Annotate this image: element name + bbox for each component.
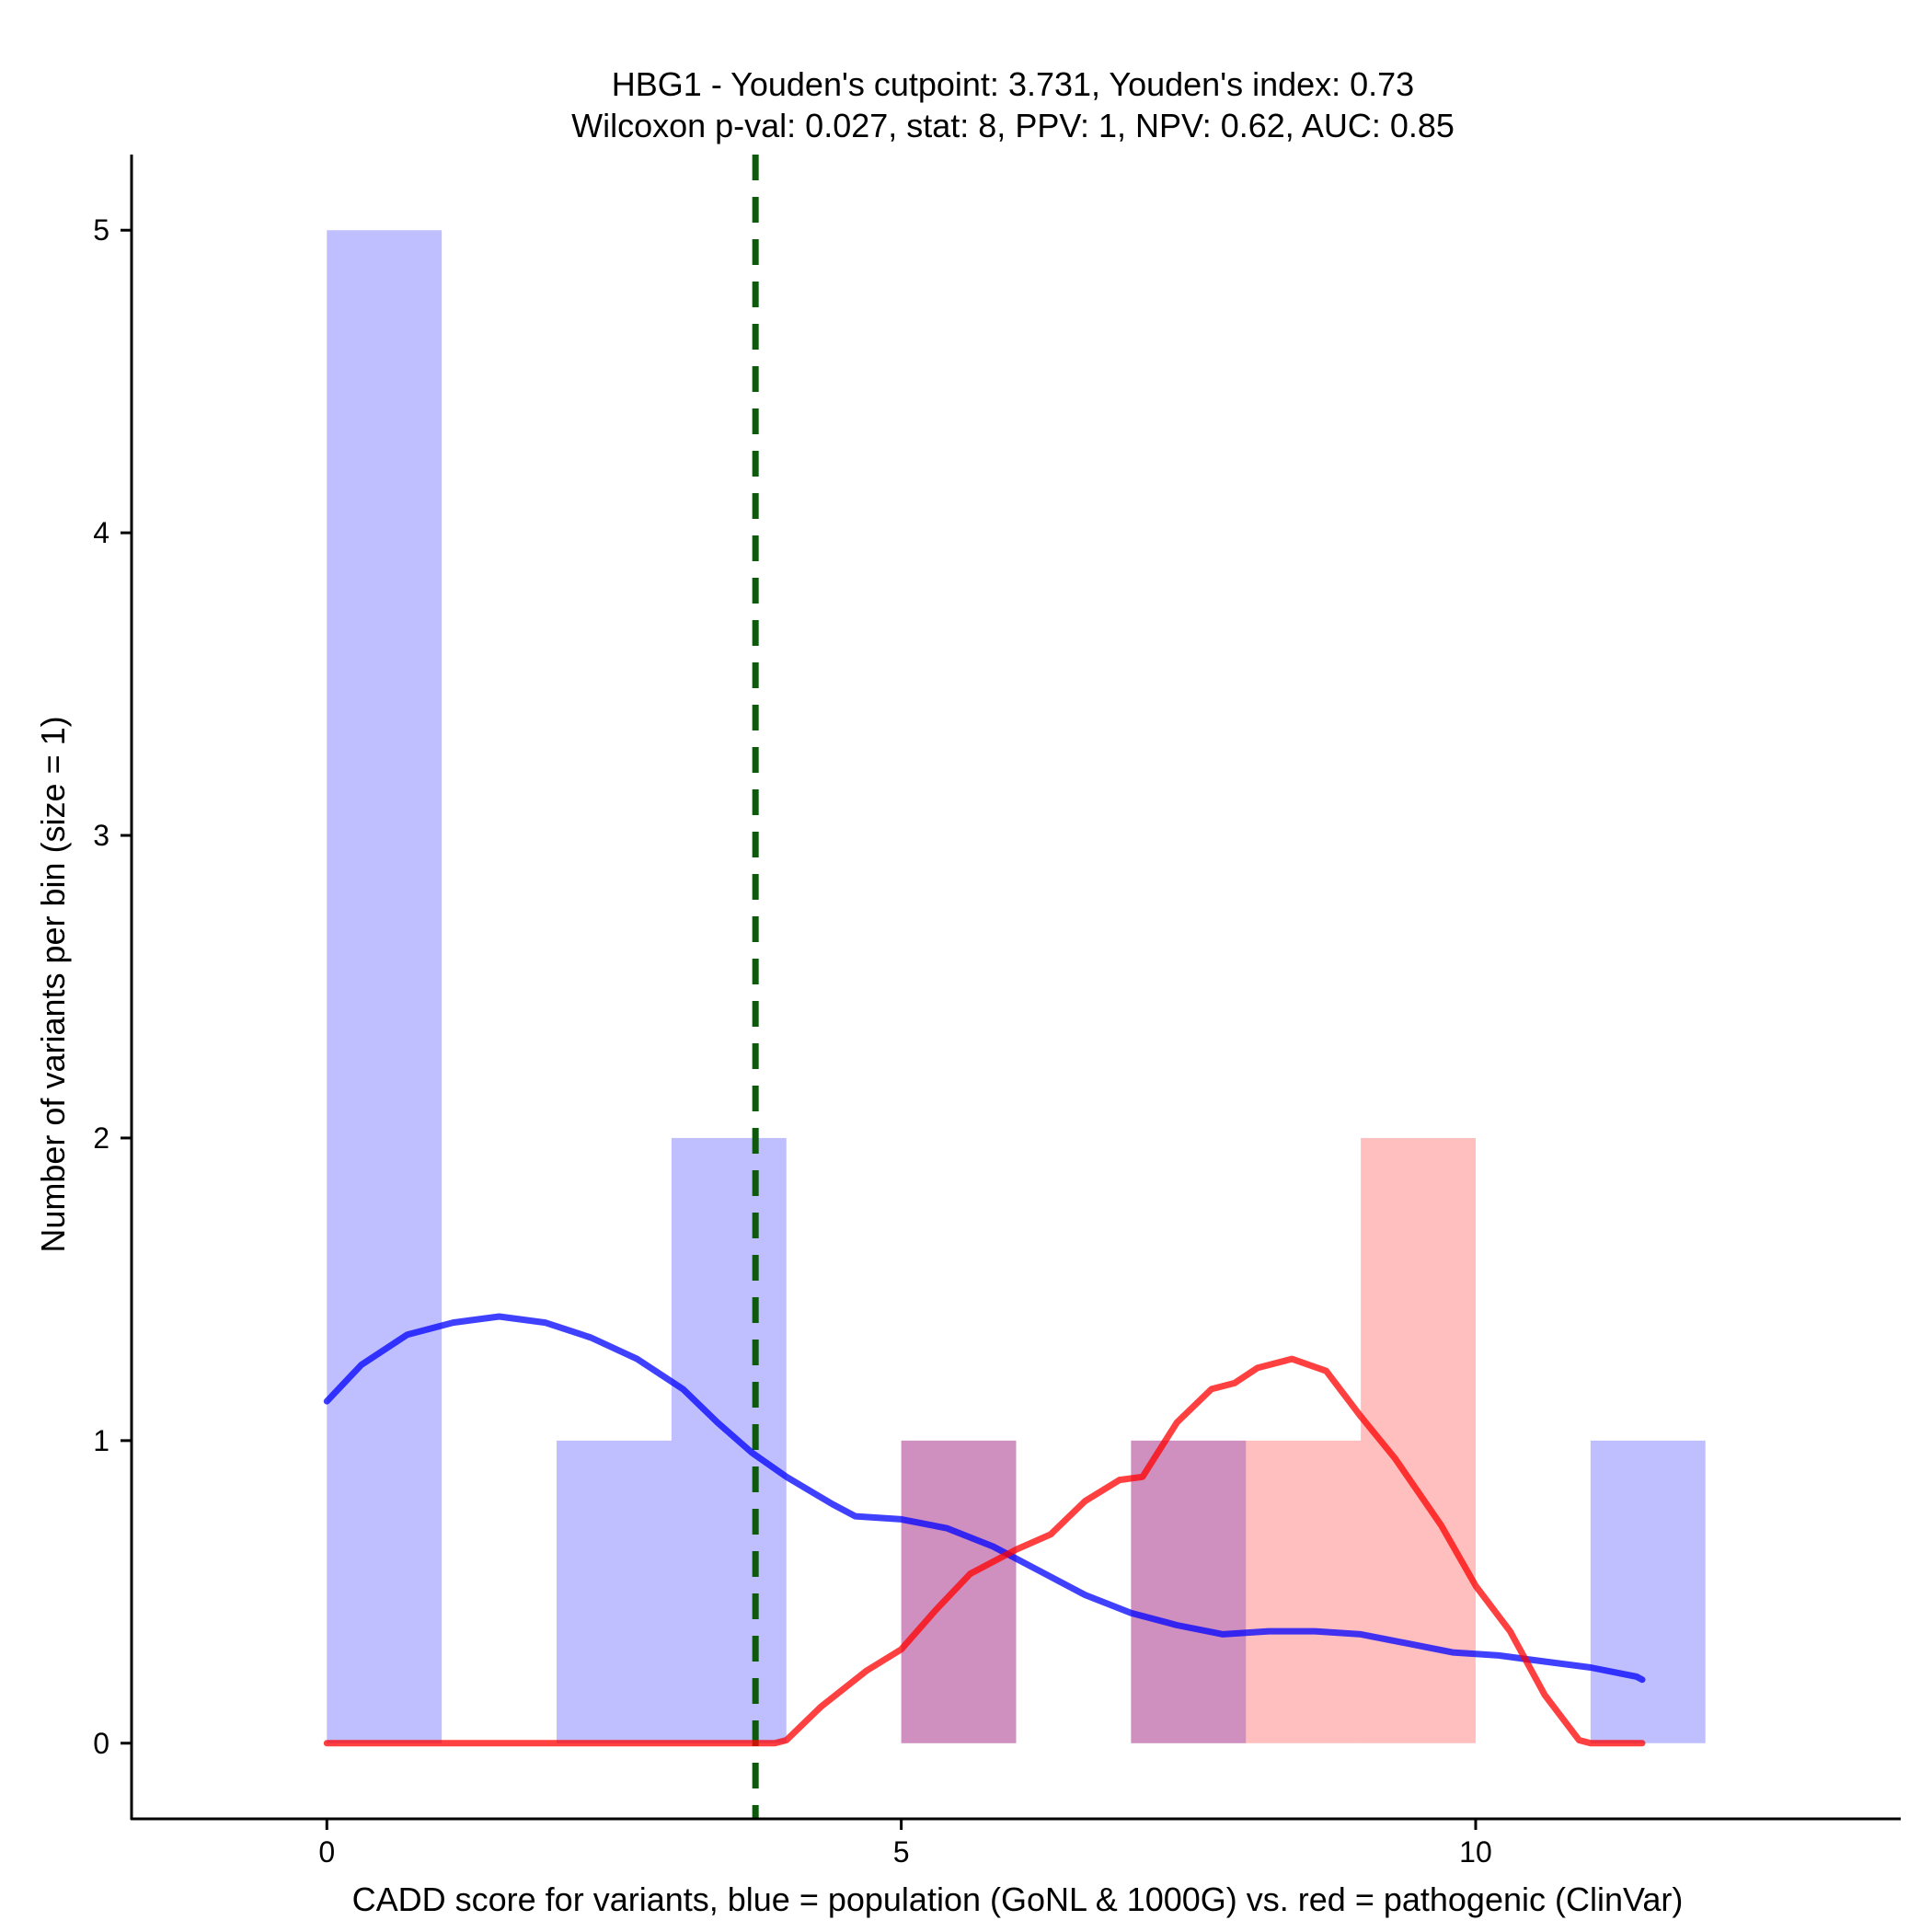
pathogenic-bar-0 [901,1440,1017,1743]
y-tick-label-3: 3 [93,819,109,852]
population-bar-4 [1131,1440,1247,1743]
x-axis-label: CADD score for variants, blue = populati… [352,1880,1684,1918]
y-tick-label-0: 0 [93,1727,109,1760]
y-tick-label-2: 2 [93,1121,109,1155]
chart-title-line2: Wilcoxon p-val: 0.027, stat: 8, PPV: 1, … [571,107,1455,144]
x-tick-label-10: 10 [1459,1835,1492,1869]
pathogenic-bar-1 [1131,1440,1247,1743]
x-tick-label-0: 0 [318,1835,335,1869]
pathogenic-density-curve [323,1355,1646,1747]
y-tick-label-1: 1 [93,1424,109,1457]
x-tick-label-5: 5 [893,1835,910,1869]
population-bar-5 [1590,1440,1706,1743]
y-axis-label: Number of variants per bin (size = 1) [34,716,72,1252]
pathogenic-bar-2 [1246,1440,1362,1743]
y-tick-label-4: 4 [93,516,109,549]
chart-title-line1: HBG1 - Youden's cutpoint: 3.731, Youden'… [612,65,1414,103]
population-bar-2 [671,1137,787,1743]
plot-area [323,155,1706,1819]
population-bar-0 [327,230,443,1743]
population-density-curve [323,1313,1646,1684]
population-bar-1 [557,1440,672,1743]
population-bar-3 [901,1440,1017,1743]
axis-ticks: 0 5 10 0 1 2 3 4 5 [93,213,1492,1869]
y-tick-label-5: 5 [93,213,109,247]
